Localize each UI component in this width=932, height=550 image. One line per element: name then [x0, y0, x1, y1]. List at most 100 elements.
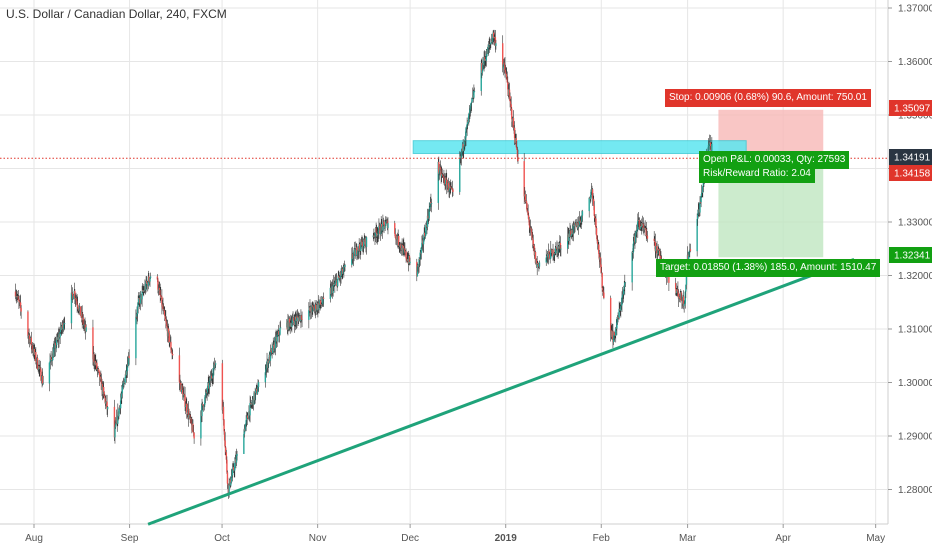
- candle-down: [162, 304, 164, 310]
- candle-up: [425, 225, 427, 236]
- candle-up: [384, 225, 386, 229]
- candle-up: [468, 113, 470, 123]
- candle-down: [292, 317, 295, 322]
- candle-up: [465, 128, 467, 138]
- candle-down: [424, 232, 426, 237]
- candle-up: [536, 262, 538, 267]
- candle-up: [620, 306, 622, 311]
- candle-up: [265, 369, 267, 373]
- candle-down: [15, 296, 18, 297]
- candle-down: [97, 369, 100, 371]
- candle-down: [222, 406, 225, 421]
- candle-down: [443, 177, 446, 184]
- candle-down: [18, 299, 20, 302]
- candle-down: [148, 276, 150, 282]
- candle-down: [593, 205, 595, 216]
- candle-down: [516, 147, 518, 150]
- candle-down: [659, 250, 661, 256]
- candle-down: [100, 376, 102, 379]
- candle-down: [182, 389, 184, 398]
- candle-down: [502, 43, 504, 69]
- candle-down: [99, 372, 101, 381]
- candle-down: [531, 232, 533, 238]
- candle-down: [50, 356, 52, 359]
- candle-down: [445, 177, 447, 180]
- candle-down: [574, 223, 577, 225]
- candle-down: [613, 332, 616, 336]
- candle-up: [245, 420, 247, 425]
- candle-down: [74, 290, 76, 299]
- candle-down: [530, 228, 533, 233]
- y-tick-label: 1.28000: [898, 485, 932, 496]
- candle-up: [687, 256, 690, 261]
- candle-down: [166, 324, 168, 328]
- candle-down: [591, 189, 594, 199]
- candle-up: [70, 292, 73, 324]
- candle-up: [578, 219, 581, 225]
- candle-up: [182, 393, 185, 398]
- x-tick-label: 2019: [495, 533, 518, 544]
- candle-up: [590, 189, 593, 192]
- candle-down: [77, 307, 79, 310]
- candle-down: [603, 292, 605, 298]
- candle-down: [677, 289, 679, 293]
- candle-up: [538, 262, 541, 267]
- candle-down: [526, 210, 529, 212]
- candle-up: [574, 223, 576, 227]
- candle-up: [73, 296, 75, 299]
- candle-down: [80, 315, 82, 317]
- candle-down: [452, 189, 454, 192]
- candle-down: [503, 62, 506, 66]
- candle-up: [269, 350, 272, 361]
- candle-up: [632, 243, 634, 253]
- candle-up: [696, 218, 698, 252]
- candle-down: [404, 249, 406, 253]
- candle-up: [635, 230, 638, 232]
- candle-down: [506, 77, 508, 83]
- candle-down: [161, 296, 163, 307]
- candle-up: [578, 224, 580, 228]
- candle-down: [595, 218, 597, 228]
- candle-up: [336, 278, 339, 287]
- candle-up: [251, 404, 253, 406]
- candle-down: [19, 301, 21, 303]
- candle-down: [656, 245, 658, 254]
- candle-down: [20, 308, 22, 312]
- candle-up: [114, 427, 116, 438]
- candle-up: [243, 428, 246, 435]
- candle-up: [204, 395, 207, 398]
- candle-up: [318, 303, 320, 310]
- candle-down: [297, 316, 299, 318]
- candle-down: [278, 331, 280, 336]
- candle-up: [276, 335, 278, 342]
- candle-down: [396, 236, 398, 240]
- candle-down: [293, 321, 295, 323]
- candle-up: [126, 364, 129, 372]
- candle-down: [320, 300, 322, 305]
- candle-up: [115, 423, 117, 425]
- candle-up: [463, 146, 465, 151]
- candle-up: [228, 483, 230, 493]
- candle-down: [596, 235, 598, 241]
- candle-up: [378, 225, 380, 232]
- candle-up: [590, 191, 592, 200]
- candle-down: [81, 312, 83, 321]
- x-tick-label: Nov: [309, 533, 327, 544]
- y-tick-label: 1.32000: [898, 271, 932, 282]
- candle-up: [344, 265, 346, 267]
- candle-down: [617, 317, 620, 319]
- candle-up: [624, 282, 627, 284]
- candle-down: [128, 355, 130, 359]
- price-tag: [889, 100, 932, 116]
- candle-down: [225, 447, 227, 453]
- candle-up: [557, 246, 559, 254]
- candle-up: [63, 323, 66, 325]
- x-tick-label: Feb: [593, 533, 611, 544]
- y-tick-label: 1.31000: [898, 325, 932, 336]
- candle-down: [595, 227, 598, 236]
- candle-up: [616, 322, 618, 329]
- candle-down: [592, 198, 594, 200]
- candle-down: [531, 237, 534, 240]
- candle-down: [96, 362, 98, 370]
